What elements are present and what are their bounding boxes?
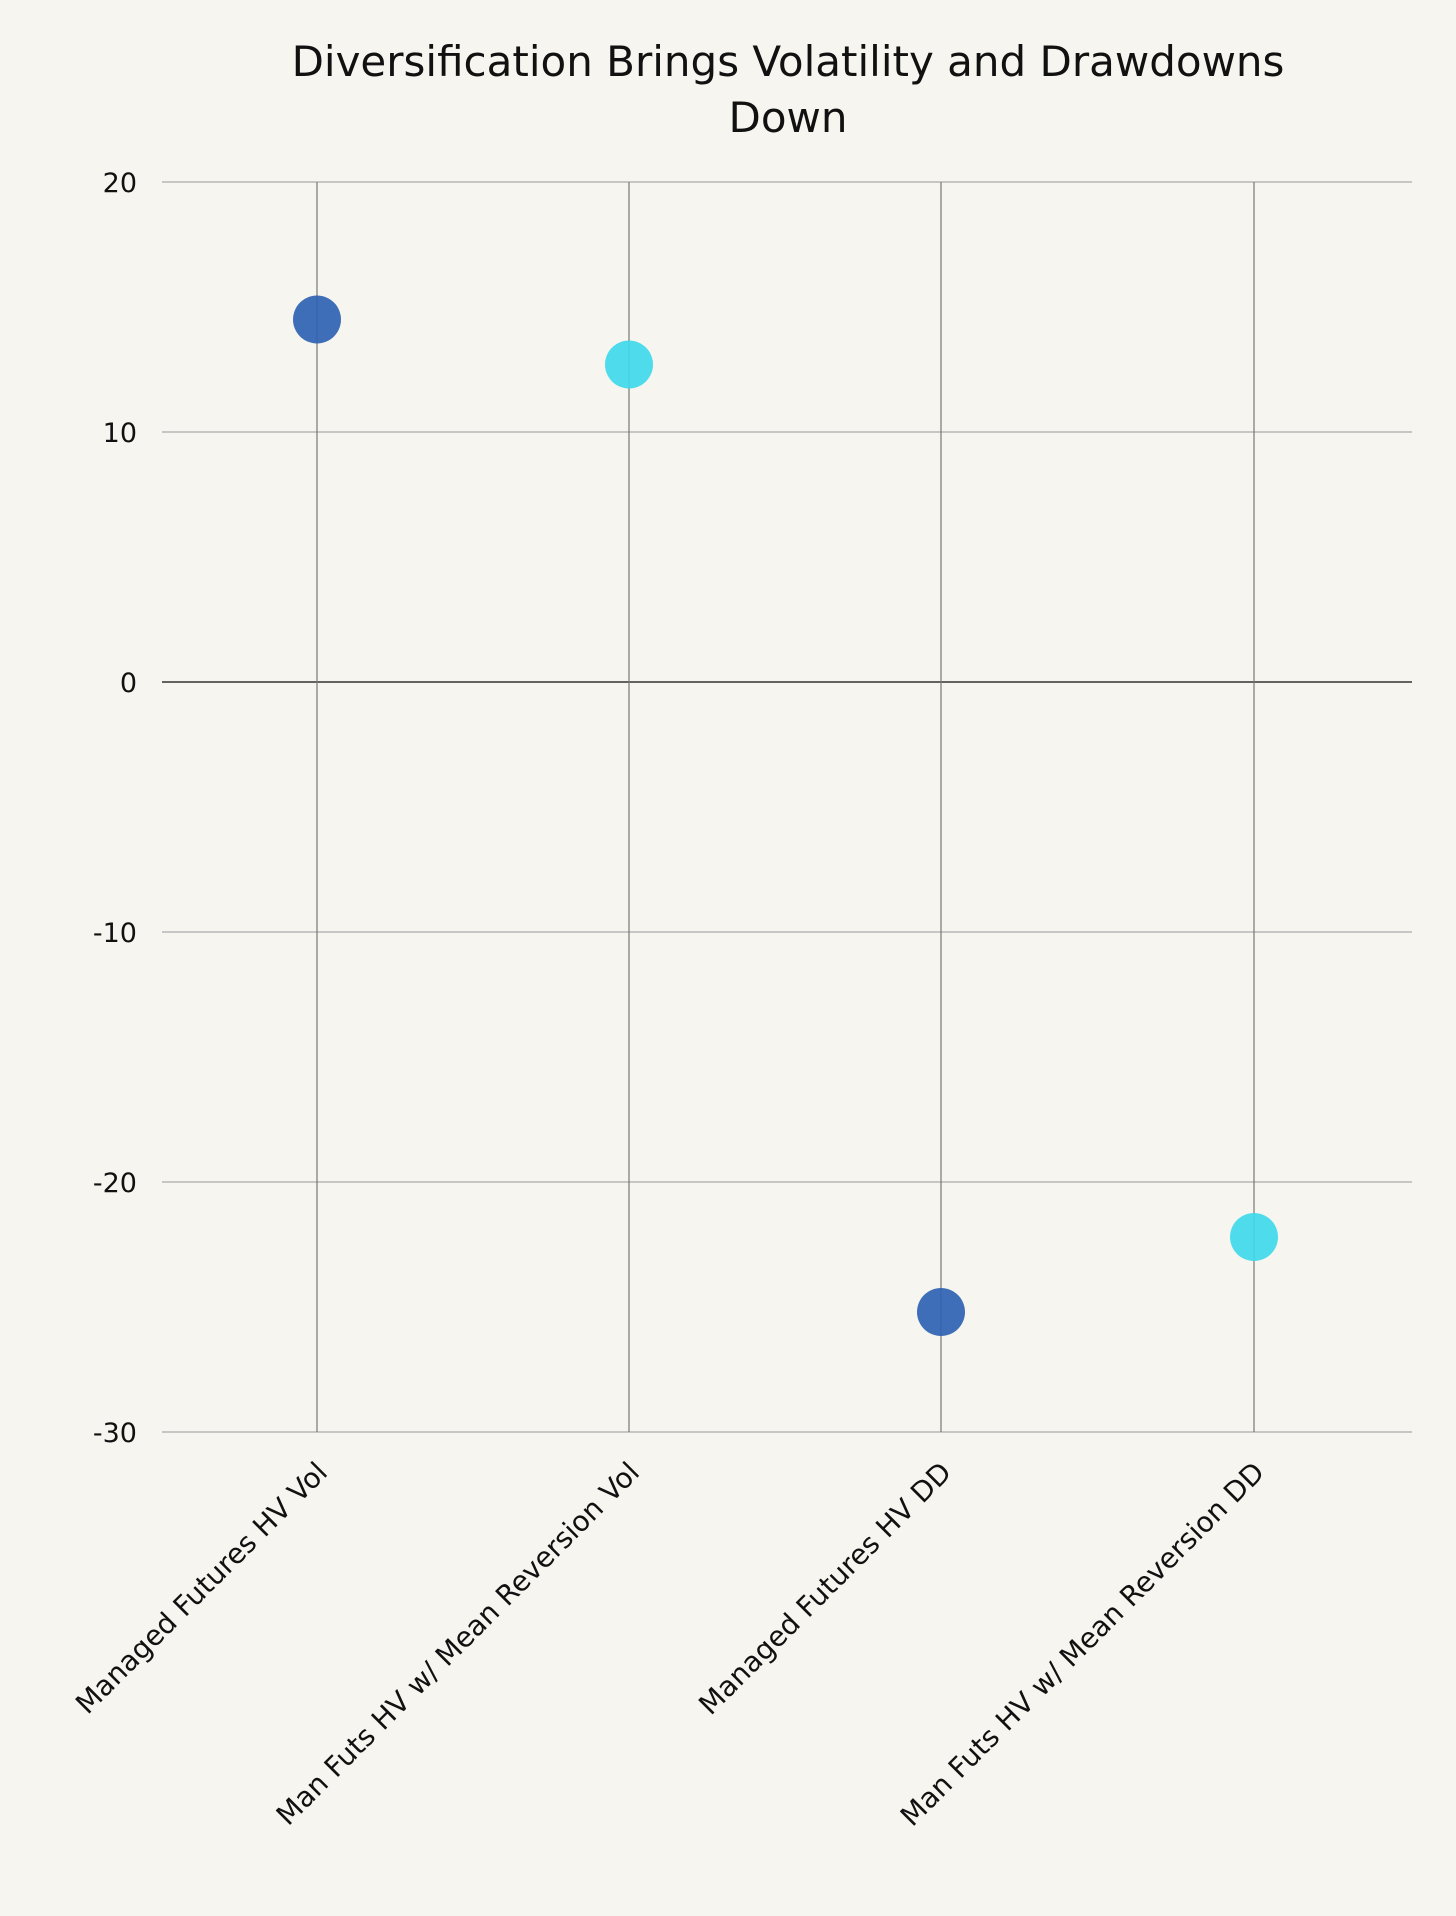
x-category-label-0: Managed Futures HV Vol [69,1456,334,1721]
y-tick-label-0: 20 [103,168,137,199]
data-point-0 [293,295,341,344]
grid [162,181,1412,1433]
data-point-3 [1230,1213,1278,1261]
x-category-label-2: Managed Futures HV DD [692,1456,958,1722]
data-point-2 [917,1288,965,1336]
x-category-label-1: Man Futs HV w/ Mean Reversion Vol [270,1456,646,1832]
chart-title-line-1: Diversification Brings Volatility and Dr… [292,37,1285,86]
y-tick-label-4: -20 [93,1168,137,1199]
y-tick-label-3: -10 [93,918,137,949]
chart-title-line-2: Down [728,93,847,142]
y-tick-label-1: 10 [103,418,137,449]
data-points [293,295,1278,1336]
data-point-1 [605,340,653,389]
y-tick-label-5: -30 [93,1418,137,1449]
y-tick-label-2: 0 [120,668,137,699]
y-axis-ticks: 20 10 0 -10 -20 -30 [93,168,137,1449]
x-category-label-3: Man Futs HV w/ Mean Reversion DD [894,1456,1271,1833]
